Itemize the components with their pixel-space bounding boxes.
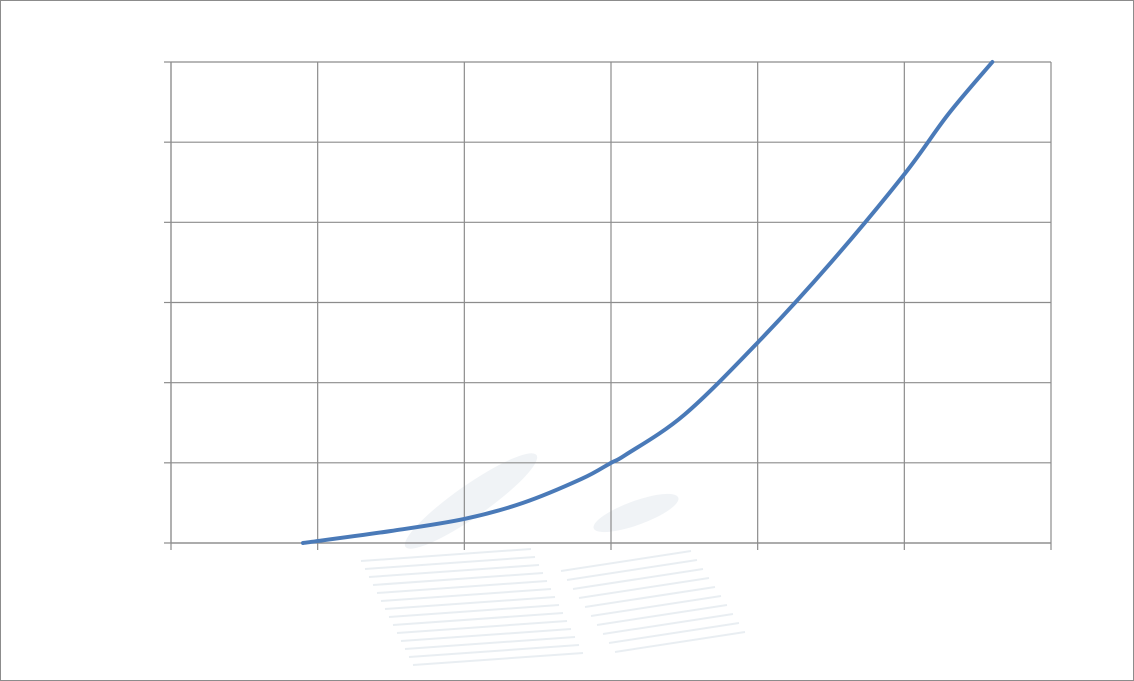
grid bbox=[170, 61, 1052, 544]
watermark-stripe-10 bbox=[400, 628, 572, 642]
watermark-stripe-3 bbox=[372, 572, 544, 586]
watermark-stripe-1 bbox=[364, 556, 536, 570]
watermark-stripe-b-6 bbox=[596, 604, 728, 626]
watermark-stripe-11 bbox=[404, 636, 576, 650]
watermark-stripe-b-7 bbox=[602, 613, 734, 635]
series-layer bbox=[301, 60, 995, 545]
watermark-stripe-12 bbox=[408, 644, 580, 658]
watermark-stripe-0 bbox=[360, 548, 532, 562]
series-line-0 bbox=[301, 60, 995, 545]
watermark-stripe-b-9 bbox=[614, 631, 746, 653]
watermark-stripe-b-3 bbox=[578, 577, 710, 599]
watermark-stripe-13 bbox=[412, 652, 584, 666]
watermark-stripe-b-5 bbox=[590, 595, 722, 617]
watermark-stripe-2 bbox=[368, 564, 540, 578]
watermark-stripe-5 bbox=[380, 588, 552, 602]
watermark-stripe-6 bbox=[384, 596, 556, 610]
watermark-stripe-b-8 bbox=[608, 622, 740, 644]
watermark-logo bbox=[360, 453, 746, 666]
watermark-stripe-9 bbox=[396, 620, 568, 634]
watermark-stripe-4 bbox=[376, 580, 548, 594]
watermark-stripe-b-4 bbox=[584, 586, 716, 608]
watermark-stripe-7 bbox=[388, 604, 560, 618]
axes bbox=[164, 61, 1052, 550]
watermark-stripe-b-1 bbox=[566, 559, 698, 581]
watermark-stripe-8 bbox=[392, 612, 564, 626]
watermark-stripe-b-2 bbox=[572, 568, 704, 590]
watermark-stripe-b-0 bbox=[560, 550, 692, 572]
